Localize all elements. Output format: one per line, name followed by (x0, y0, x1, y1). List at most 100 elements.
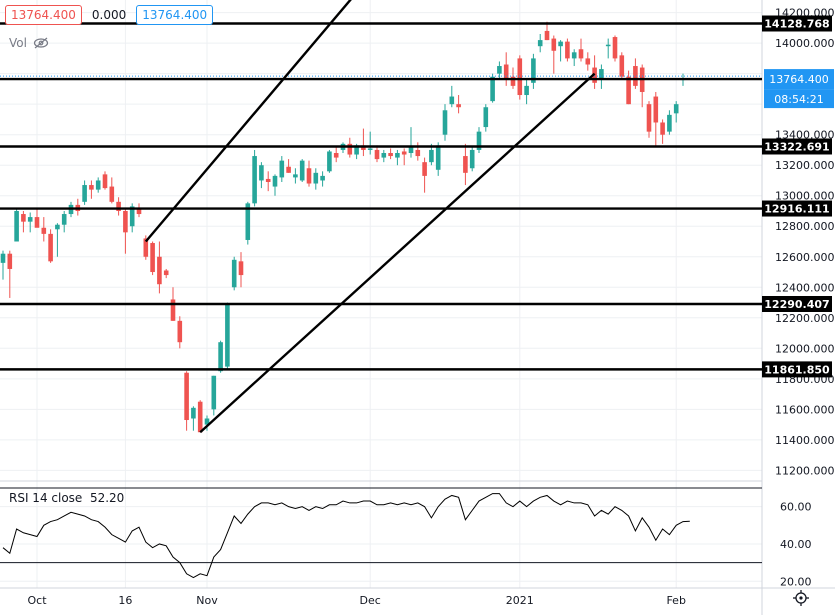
candle-body (483, 107, 489, 128)
candle-body (490, 76, 495, 102)
candle-body (646, 104, 652, 132)
candle-body (347, 143, 353, 155)
candle-body (150, 243, 155, 273)
candle-body (197, 401, 203, 433)
candle-body (510, 76, 516, 86)
horizontal-levels[interactable] (0, 22, 762, 371)
candle-body (21, 214, 26, 222)
candle-body (503, 64, 509, 80)
candle-body (225, 304, 230, 367)
legend-change-value: 0.000 (91, 8, 127, 22)
candle-body (95, 180, 101, 190)
volume-toggle[interactable]: Vol (9, 36, 49, 50)
level-price-label-box (762, 15, 832, 32)
candle-body (435, 145, 441, 170)
candle-body (565, 41, 570, 59)
candle-body (558, 41, 563, 47)
candle-body (449, 96, 455, 105)
price-tick-label: 11400.000 (775, 434, 835, 447)
candle-body (184, 372, 189, 421)
trend-line (144, 0, 352, 243)
time-axis[interactable]: Oct 16 Nov Dec 2021 Feb (27, 594, 685, 607)
candle-body (395, 153, 400, 158)
eye-hidden-icon[interactable] (33, 37, 49, 49)
volume-label: Vol (9, 36, 27, 50)
candle-body (14, 210, 19, 242)
level-price-label-box (762, 138, 832, 155)
candle-body (673, 104, 679, 114)
time-tick-label: 2021 (506, 594, 534, 607)
candle-body (633, 66, 638, 86)
level-price-label: 12290.407 (764, 298, 829, 311)
candle-body (286, 166, 291, 173)
candle-body (211, 375, 217, 410)
price-tick-label: 12000.000 (775, 342, 835, 355)
time-tick-label: Dec (360, 594, 381, 607)
candle-body (116, 201, 121, 211)
candle-body (89, 185, 94, 190)
candle-body (381, 153, 387, 158)
candle-body (191, 407, 196, 419)
candle-body (476, 131, 482, 150)
rsi-legend: RSI 14 close 52.20 (9, 491, 124, 505)
candle-body (401, 151, 407, 155)
trend-line (199, 72, 596, 434)
candle-body (41, 227, 47, 234)
candle-body (143, 238, 149, 257)
legend-close-value: 13764.400 (136, 5, 214, 25)
price-tick-label: 12400.000 (775, 281, 835, 294)
level-price-label-box (762, 361, 832, 378)
price-tick-label: 13400.000 (775, 129, 835, 142)
candle-body (653, 96, 659, 123)
rsi-tick-label: 20.00 (780, 575, 812, 588)
candle-body (272, 175, 278, 187)
candle-body (531, 58, 536, 83)
candle-body (612, 37, 618, 59)
candle-body (599, 69, 604, 80)
rsi-legend-value: 52.20 (89, 491, 125, 505)
candle-body (157, 256, 162, 285)
candle-body (429, 149, 434, 163)
time-tick-label: Feb (666, 594, 685, 607)
price-tick-label: 12200.000 (775, 312, 835, 325)
level-price-label: 11861.850 (764, 363, 830, 376)
price-tag-box (764, 69, 834, 90)
candle-body (129, 206, 135, 227)
price-tick-label: 12800.000 (775, 220, 835, 233)
candle-body (544, 30, 550, 41)
candle-body (320, 175, 325, 181)
candle-body (7, 253, 13, 269)
candle-body (313, 172, 319, 184)
candle-body (259, 165, 264, 181)
candle-body (218, 342, 223, 372)
level-price-labels: 14128.768 13322.691 12916.111 12290.407 1186… (762, 15, 832, 378)
candle-body (170, 299, 176, 321)
candle-body (551, 38, 557, 51)
rsi-axis: 60.00 40.00 20.00 (780, 501, 812, 589)
rsi-tick-label: 60.00 (780, 501, 812, 514)
candle-body (163, 270, 169, 276)
candle-body (61, 214, 67, 225)
candle-body (469, 149, 475, 169)
candle-body (415, 149, 421, 157)
candle-body (408, 146, 414, 154)
candle-body (367, 148, 373, 150)
candle-body (204, 418, 210, 425)
candle-body (245, 203, 251, 240)
candle-body (619, 55, 625, 77)
candle-body (252, 156, 257, 204)
candle-body (265, 178, 271, 182)
candle-body (48, 233, 53, 262)
candle-body (55, 224, 60, 230)
candle-body (333, 153, 339, 158)
candle-body (123, 210, 128, 233)
candle-body (327, 151, 332, 172)
candle-body (626, 76, 631, 105)
rsi-pane (0, 487, 762, 579)
candle-body (667, 114, 672, 132)
level-price-label-box (762, 200, 832, 217)
legend-open-value: 13764.400 (5, 5, 82, 25)
candle-body (660, 122, 665, 135)
trend-lines[interactable] (144, 0, 596, 434)
settings-gear-icon[interactable] (793, 590, 809, 606)
